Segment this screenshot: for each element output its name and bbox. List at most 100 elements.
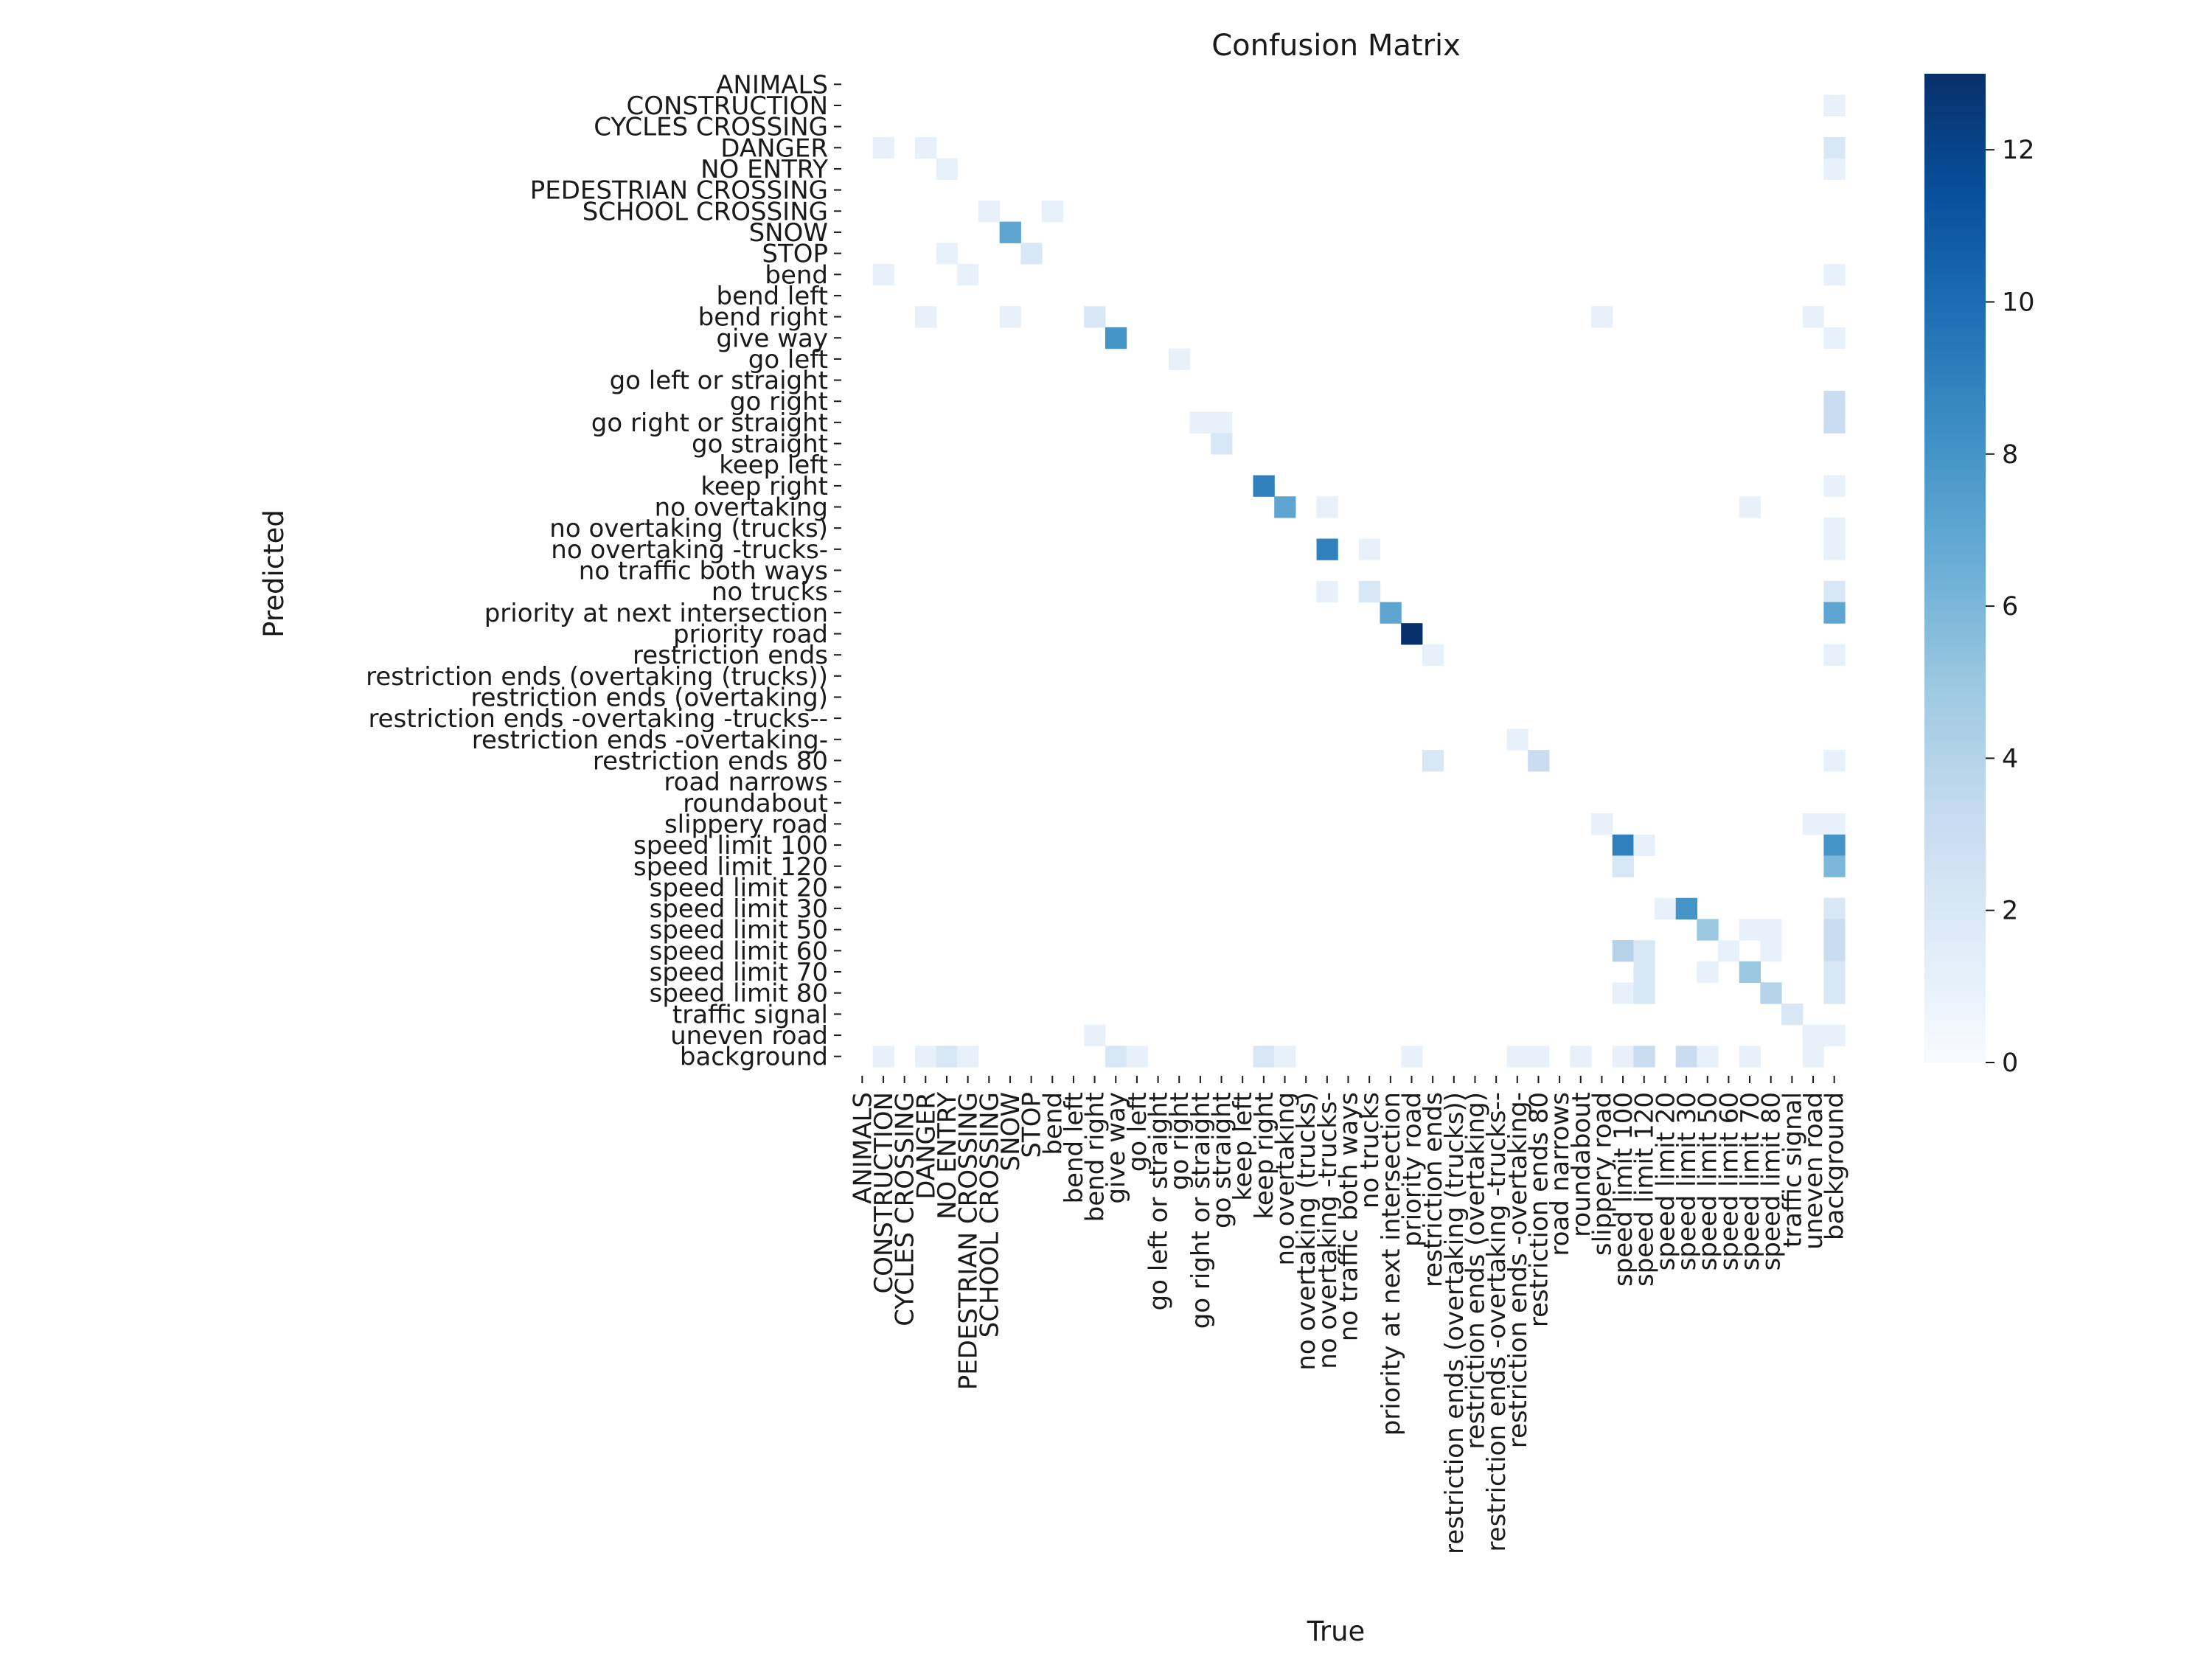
- heatmap-cell: [914, 136, 937, 159]
- heatmap-cell: [936, 1046, 958, 1068]
- heatmap-cell: [1105, 327, 1127, 349]
- heatmap-cell: [1802, 1046, 1824, 1068]
- heatmap-cell: [1020, 243, 1043, 265]
- y-tick-label: speed limit 120: [633, 852, 828, 882]
- x-tick-label: CONSTRUCTION: [869, 1092, 899, 1294]
- x-tick-label: PEDESTRIAN CROSSING: [954, 1092, 984, 1390]
- y-tick-label: ANIMALS: [716, 70, 828, 100]
- heatmap-cell: [914, 1046, 937, 1068]
- heatmap-cell: [1274, 496, 1296, 518]
- heatmap-cell: [1612, 855, 1635, 877]
- x-tick-label: traffic signal: [1778, 1092, 1807, 1248]
- heatmap-cell: [1084, 306, 1106, 328]
- heatmap-cell: [1802, 1024, 1824, 1046]
- x-tick-label: go right: [1165, 1092, 1194, 1190]
- heatmap-cell: [1506, 728, 1528, 751]
- heatmap-cell: [1528, 1046, 1550, 1068]
- heatmap-cell: [1084, 1024, 1106, 1046]
- heatmap-cell: [1168, 348, 1191, 370]
- x-tick-label: speed limit 100: [1609, 1092, 1638, 1287]
- heatmap-cell: [1823, 982, 1846, 1004]
- y-tick-label: restriction ends (overtaking (trucks)): [366, 662, 828, 692]
- heatmap-cell: [1211, 433, 1233, 455]
- y-tick-label: go straight: [692, 430, 828, 459]
- heatmap-cell: [872, 1046, 894, 1068]
- y-tick-label: keep left: [719, 451, 828, 480]
- heatmap-cell: [1211, 411, 1233, 434]
- heatmap-cell: [1823, 475, 1846, 497]
- heatmap-cell: [1823, 855, 1846, 877]
- heatmap-cell: [1823, 834, 1846, 857]
- heatmap-cell: [1612, 982, 1635, 1004]
- heatmap-cell: [1655, 897, 1677, 919]
- heatmap-cell: [1739, 961, 1761, 983]
- heatmap-cell: [1823, 327, 1846, 349]
- heatmap-cell: [1823, 940, 1846, 962]
- heatmap-cell: [1358, 538, 1381, 560]
- heatmap-cell: [1697, 919, 1719, 941]
- x-tick-label: no trucks: [1355, 1092, 1385, 1208]
- y-tick-label: speed limit 80: [650, 979, 828, 1009]
- x-tick-label: SNOW: [996, 1092, 1026, 1171]
- x-tick-label: priority road: [1397, 1092, 1427, 1247]
- y-tick-label: bend: [765, 260, 828, 290]
- heatmap-cell: [1105, 1046, 1127, 1068]
- colorbar: [1924, 74, 1986, 1062]
- y-tick-label: restriction ends (overtaking): [470, 683, 828, 712]
- y-tick-label: priority road: [673, 619, 828, 649]
- x-tick-label: no overtaking: [1271, 1092, 1301, 1265]
- colorbar-tick-label: 2: [2002, 897, 2018, 926]
- y-tick-label: no traffic both ways: [579, 557, 828, 586]
- y-tick-label: traffic signal: [672, 1000, 828, 1029]
- heatmap-cell: [1401, 1046, 1423, 1068]
- y-tick-label: speed limit 70: [650, 958, 828, 987]
- colorbar-tick-label: 0: [2002, 1048, 2018, 1078]
- colorbar-tick-label: 12: [2002, 136, 2035, 165]
- x-tick-label: SCHOOL CROSSING: [975, 1092, 1004, 1338]
- y-tick-label: restriction ends: [633, 641, 828, 670]
- y-tick-label: roundabout: [683, 789, 828, 818]
- x-tick-label: speed limit 70: [1736, 1092, 1765, 1270]
- heatmap-cell: [1591, 813, 1613, 835]
- x-tick-label: bend left: [1060, 1092, 1089, 1204]
- heatmap-cell: [999, 306, 1021, 328]
- heatmap-cell: [957, 1046, 979, 1068]
- heatmap-cell: [1506, 1046, 1528, 1068]
- y-tick-label: speed limit 100: [633, 831, 828, 860]
- x-tick-label: go left: [1123, 1092, 1152, 1172]
- x-tick-label: CYCLES CROSSING: [891, 1092, 920, 1326]
- x-tick-label: go left or straight: [1144, 1092, 1174, 1310]
- x-tick-label: restriction ends -overtaking -trucks--: [1482, 1092, 1512, 1552]
- heatmap-cell: [1697, 961, 1719, 983]
- x-tick-label: NO ENTRY: [933, 1092, 962, 1220]
- heatmap-cell: [1612, 1046, 1635, 1068]
- heatmap-cell: [1739, 1046, 1761, 1068]
- heatmap-cell: [1126, 1046, 1148, 1068]
- x-tick-label: speed limit 60: [1714, 1092, 1744, 1270]
- y-tick-label: restriction ends -overtaking -trucks--: [368, 704, 828, 734]
- y-tick-label: SNOW: [749, 218, 828, 248]
- y-tick-label: bend right: [698, 303, 828, 333]
- y-tick-label: DANGER: [720, 133, 828, 163]
- heatmap-cell: [1823, 390, 1846, 413]
- heatmap-cell: [1591, 306, 1613, 328]
- y-tick-label: SCHOOL CROSSING: [582, 197, 828, 226]
- heatmap-cell: [1760, 940, 1782, 962]
- heatmap-cell: [872, 263, 894, 286]
- x-tick-label: speed limit 20: [1651, 1092, 1680, 1270]
- x-tick-label: no overtaking (trucks): [1292, 1092, 1321, 1371]
- x-tick-label: go right or straight: [1186, 1092, 1216, 1329]
- y-tick-label: no overtaking: [655, 493, 828, 523]
- heatmap-cell: [1570, 1046, 1592, 1068]
- heatmap-cell: [1739, 496, 1761, 518]
- y-tick-label: speed limit 30: [650, 894, 828, 924]
- heatmap-cell: [1823, 644, 1846, 667]
- heatmap-cell: [1274, 1046, 1296, 1068]
- x-tick-label: road narrows: [1545, 1092, 1575, 1256]
- heatmap-cell: [957, 263, 979, 286]
- heatmap-cell: [1528, 750, 1550, 772]
- y-tick-label: no trucks: [712, 577, 828, 607]
- heatmap-cell: [1823, 263, 1846, 286]
